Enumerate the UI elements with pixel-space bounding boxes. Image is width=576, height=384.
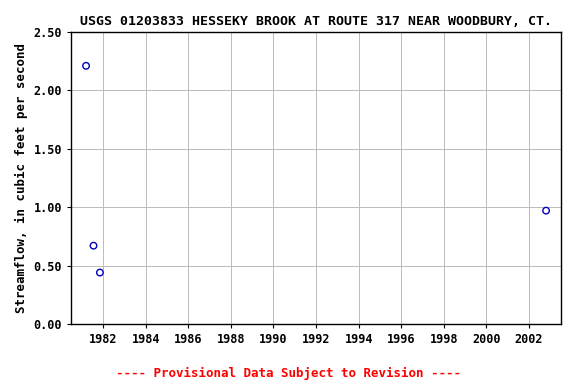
Text: ---- Provisional Data Subject to Revision ----: ---- Provisional Data Subject to Revisio…: [116, 367, 460, 380]
Point: [89, 243, 98, 249]
Point: [81, 63, 90, 69]
Y-axis label: Streamflow, in cubic feet per second: Streamflow, in cubic feet per second: [15, 43, 28, 313]
Title: USGS 01203833 HESSEKY BROOK AT ROUTE 317 NEAR WOODBURY, CT.: USGS 01203833 HESSEKY BROOK AT ROUTE 317…: [80, 15, 552, 28]
Point: [541, 208, 551, 214]
Point: [95, 270, 104, 276]
